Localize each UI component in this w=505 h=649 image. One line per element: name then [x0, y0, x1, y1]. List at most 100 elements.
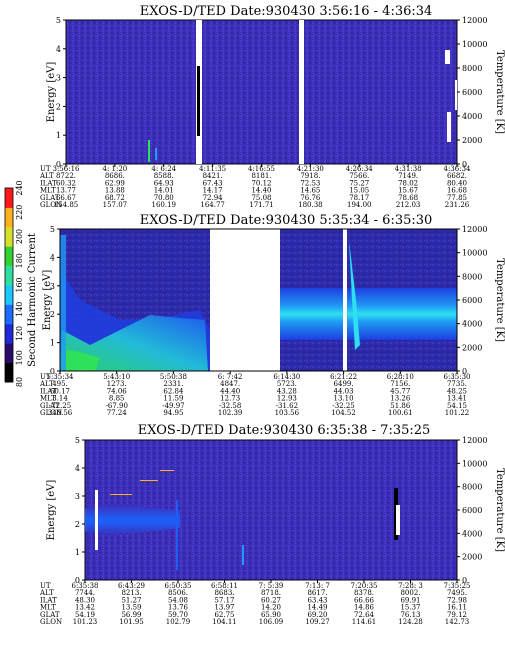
orbit-cell: 7918.: [300, 172, 320, 180]
orbit-cell: 44.40: [220, 387, 240, 395]
panel-2-data-gap: [210, 229, 280, 371]
orbit-row-label: MLT: [40, 395, 56, 403]
y2tick-label: 4000: [462, 529, 482, 538]
y2tick-label: 6000: [462, 296, 482, 305]
orbit-cell: 6:50:35: [165, 582, 192, 590]
colorbar-tick-label: 120: [15, 326, 24, 341]
orbit-cell: 1273.: [107, 380, 127, 388]
ytick-label: 1: [75, 548, 80, 557]
panel-3-y2label: Temperature [K]: [494, 468, 505, 552]
orbit-cell: 7156.: [390, 380, 410, 388]
orbit-cell: 64.93: [154, 179, 174, 187]
orbit-cell: 15.37: [400, 604, 420, 612]
orbit-cell: 60.27: [261, 596, 281, 604]
orbit-cell: 5723.: [277, 380, 297, 388]
orbit-cell: 142.73: [445, 618, 470, 626]
ytick-label: 0: [75, 576, 80, 585]
panel-1-axes: 0 1 2 3 4 5 0 2000 4000 6000 8000 10000 12000: [56, 16, 488, 169]
orbit-cell: 13.59: [121, 604, 141, 612]
orbit-cell: 14.01: [154, 187, 174, 195]
panel-2-plot-area: [59, 228, 458, 372]
orbit-cell: 14.65: [300, 187, 320, 195]
orbit-cell: 62.84: [163, 387, 184, 395]
panel-1-plot-area: [65, 19, 458, 165]
orbit-cell: 72.94: [203, 194, 224, 202]
panel-2-ylabel: Energy [eV]: [42, 270, 53, 331]
ytick-label: 4: [50, 253, 55, 262]
orbit-cell: 78.17: [349, 194, 369, 202]
orbit-cell: 13.77: [56, 187, 76, 195]
orbit-row-label: GLON: [40, 201, 62, 209]
orbit-row-label: UT: [40, 373, 51, 381]
orbit-cell: 67.43: [203, 179, 223, 187]
colorbar-label: Second Harmonic Current: [27, 233, 38, 367]
panel-2-data-gap: [343, 229, 347, 371]
orbit-cell: -31.62: [276, 402, 298, 410]
y2tick-label: 10000: [462, 249, 487, 258]
orbit-cell: 16.11: [447, 604, 467, 612]
y2tick-label: 0: [462, 576, 467, 585]
panel-3-spectral-feature: [110, 494, 132, 495]
panel-1-title: EXOS-D/TED Date:930430 3:56:16 - 4:36:34: [140, 4, 433, 19]
orbit-cell: 7495.: [447, 589, 467, 597]
orbit-cell: 4:31:38: [395, 165, 422, 173]
orbit-cell: 101.22: [445, 409, 470, 417]
orbit-cell: 7566.: [349, 172, 369, 180]
panel-3-spectral-feature: [242, 545, 244, 565]
orbit-cell: 6:14:30: [273, 373, 300, 381]
ytick-label: 5: [75, 436, 80, 445]
orbit-cell: 8683.: [214, 589, 234, 597]
orbit-cell: 13.97: [214, 604, 234, 612]
orbit-cell: 340.56: [48, 409, 73, 417]
panel-3-orbit-table: UTALTILATMLTGLATGLON6:35:387744.48.3013.…: [39, 582, 471, 626]
panel-1-temperature-trace: [455, 80, 457, 110]
orbit-cell: 102.39: [218, 409, 243, 417]
panel-3-spectral-feature: [160, 470, 174, 471]
orbit-cell: 14.17: [203, 187, 223, 195]
y2tick-label: 8000: [462, 272, 482, 281]
orbit-cell: 60.17: [50, 387, 70, 395]
y2tick-label: 12000: [462, 16, 487, 25]
colorbar-tick-label: 100: [15, 350, 24, 365]
orbit-cell: 72.53: [300, 179, 320, 187]
orbit-cell: 69.91: [400, 596, 420, 604]
panel-1-heatmap: [65, 19, 458, 165]
ytick-label: 3: [50, 282, 55, 291]
orbit-cell: 62.99: [105, 179, 125, 187]
orbit-cell: 75.27: [349, 179, 369, 187]
y2tick-label: 8000: [462, 483, 482, 492]
orbit-cell: 6:43:29: [118, 582, 145, 590]
ytick-label: 0: [56, 160, 61, 169]
orbit-row-label: MLT: [40, 604, 56, 612]
orbit-cell: 8686.: [105, 172, 125, 180]
orbit-cell: 16.68: [447, 187, 467, 195]
orbit-cell: 7:35:25: [444, 582, 471, 590]
panel-3-temperature-trace: [396, 505, 400, 535]
orbit-cell: 4847.: [220, 380, 240, 388]
orbit-cell: 59.70: [168, 611, 188, 619]
orbit-cell: 14.20: [261, 604, 281, 612]
panel-1-temperature-trace: [447, 112, 451, 142]
orbit-cell: 66.66: [354, 596, 375, 604]
colorbar: 80 100 120 140 160 180 200 220 240: [4, 180, 24, 387]
orbit-cell: 75.08: [251, 194, 271, 202]
orbit-cell: 45.77: [390, 387, 410, 395]
orbit-cell: 8181.: [251, 172, 271, 180]
orbit-cell: 57.17: [214, 596, 234, 604]
panel-2-y2label: Temperature [K]: [494, 258, 505, 342]
panel-2-axes: 0 1 2 3 4 5 0 2000 4000 6000 8000 10000 12000: [50, 225, 488, 376]
ytick-label: 1: [50, 339, 55, 348]
panel-2-title: EXOS-D/TED Date:930430 5:35:34 - 6:35:30: [140, 213, 433, 228]
orbit-cell: 100.61: [388, 409, 413, 417]
y2tick-label: 2000: [462, 553, 482, 562]
orbit-cell: 7:28: 3: [398, 582, 423, 590]
orbit-cell: 12.93: [277, 395, 297, 403]
panel-2-spectral-feature: [60, 235, 66, 371]
y2tick-label: 8000: [462, 64, 482, 73]
panel-3-spectral-feature: [140, 480, 158, 481]
orbit-row-label: GLON: [40, 409, 62, 417]
colorbar-swatch: [5, 362, 13, 383]
orbit-cell: 104.52: [331, 409, 356, 417]
orbit-row-label: ILAT: [40, 596, 57, 604]
